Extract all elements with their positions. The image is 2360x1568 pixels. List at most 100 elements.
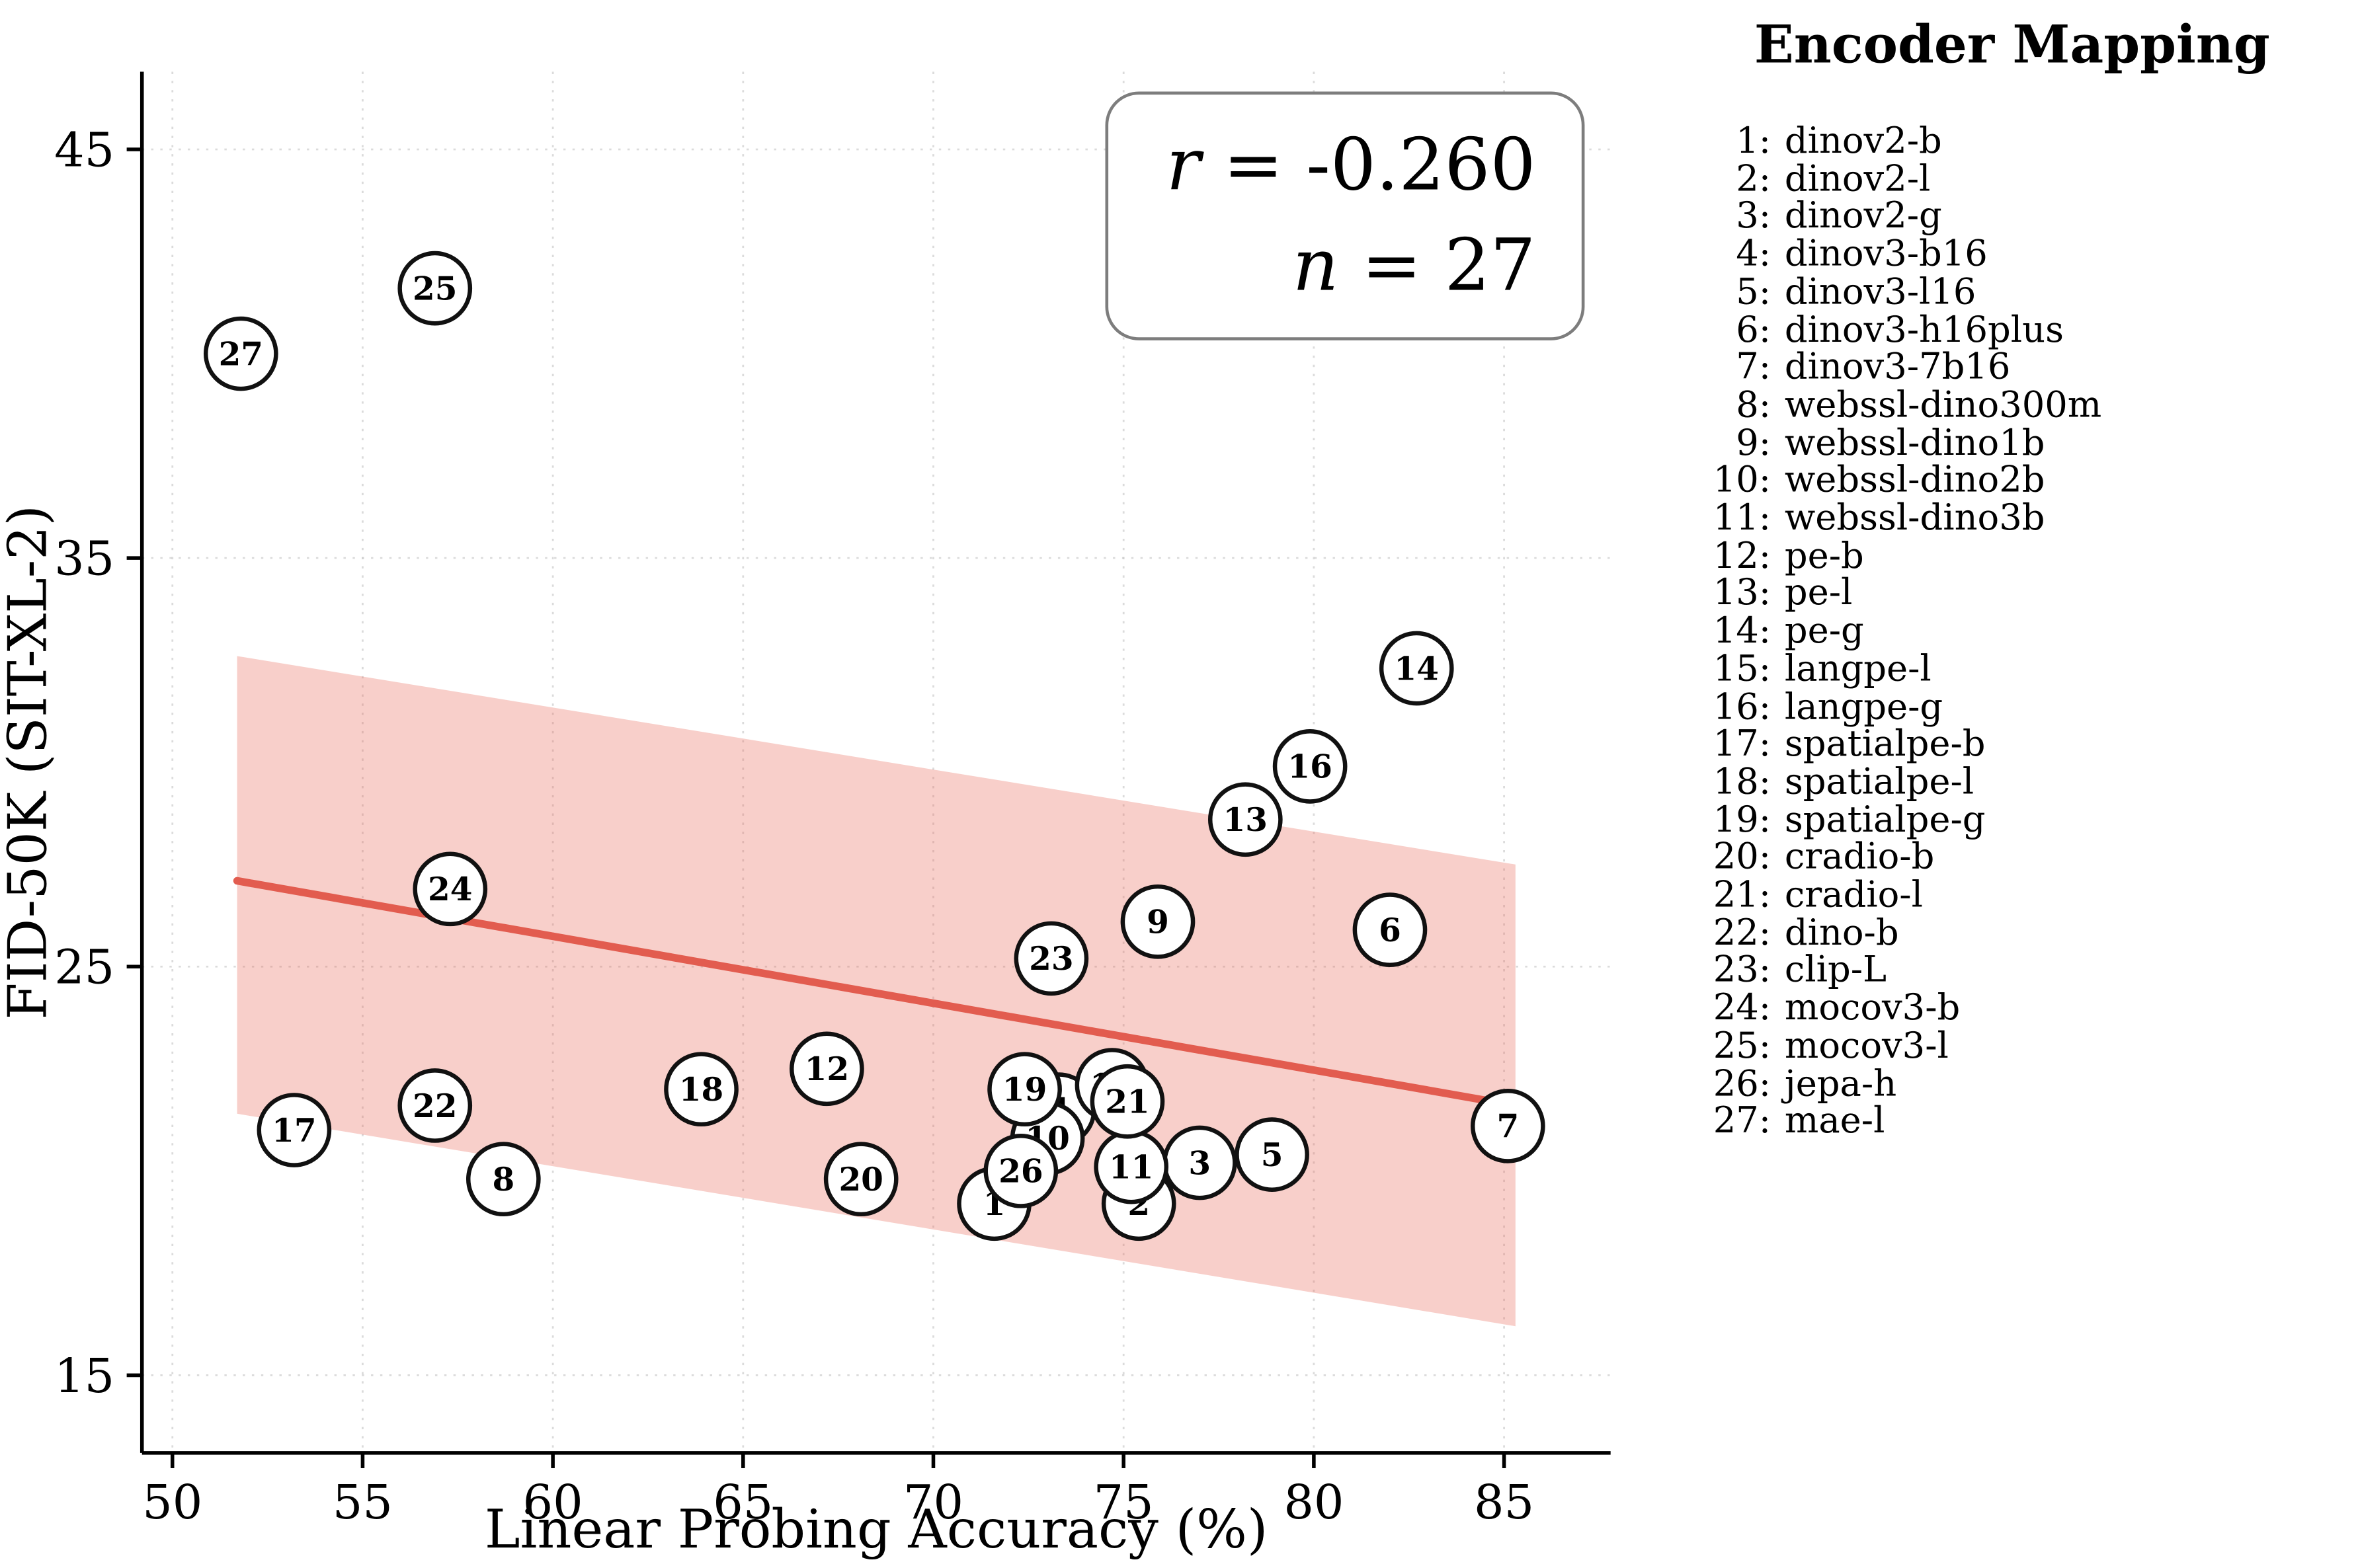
point-marker — [1014, 921, 1089, 996]
x-axis-label: Linear Probing Accuracy (%) — [485, 1499, 1268, 1561]
legend-entry: 13: pe-l — [1710, 574, 2360, 612]
point-number: 25 — [413, 270, 457, 307]
legend-entry-number: 22: — [1713, 910, 1771, 954]
legend-entry-name: mae-l — [1784, 1099, 1885, 1142]
legend-entry: 27: mae-l — [1710, 1099, 2360, 1142]
legend-entry: 6: dinov3-h16plus — [1710, 307, 2360, 350]
point-number: 7 — [1496, 1108, 1519, 1146]
legend-entry-name: mocov3-l — [1784, 1023, 1949, 1067]
legend-entry-name: spatialpe-l — [1784, 760, 1974, 803]
encoder-legend: Encoder Mapping 1: dinov2-b 2: dinov2-l 3: di… — [1664, 0, 2360, 1140]
legend-entry-name: webssl-dino3b — [1784, 496, 2045, 539]
data-point-11: 11 — [1094, 1129, 1169, 1204]
data-point-9: 9 — [1120, 884, 1196, 959]
legend-entry-name: dinov2-g — [1784, 194, 1942, 237]
point-marker — [397, 251, 473, 326]
legend-entry: 1: dinov2-b — [1710, 122, 2360, 160]
legend-entry-number: 8: — [1736, 383, 1771, 426]
legend-entry: 9: webssl-dino1b — [1710, 420, 2360, 463]
legend-entry: 15: langpe-l — [1710, 650, 2360, 687]
n-value-line: n = 27 — [1108, 217, 1536, 317]
legend-entry-name: langpe-l — [1784, 647, 1932, 690]
y-tick-label: 35 — [54, 531, 114, 586]
legend-entry-number: 24: — [1713, 986, 1771, 1029]
data-point-3: 3 — [1162, 1125, 1237, 1200]
legend-entry-number: 21: — [1713, 873, 1771, 916]
legend-entry-name: pe-l — [1784, 571, 1853, 615]
point-number: 5 — [1261, 1136, 1283, 1174]
point-number: 17 — [272, 1112, 316, 1150]
legend-entry-number: 20: — [1713, 835, 1771, 879]
data-point-13: 13 — [1207, 782, 1283, 857]
legend-entry: 5: dinov3-l16 — [1710, 270, 2360, 313]
point-number: 12 — [805, 1050, 849, 1088]
legend-entries: 1: dinov2-b 2: dinov2-l 3: dinov2-g 4: dinov3-b… — [1664, 122, 2360, 1140]
point-number: 22 — [413, 1087, 457, 1125]
legend-entry-name: pe-b — [1784, 533, 1864, 577]
point-number: 26 — [998, 1153, 1043, 1191]
legend-entry-number: 14: — [1713, 609, 1771, 652]
legend-entry-number: 2: — [1736, 157, 1771, 200]
point-marker — [823, 1142, 899, 1217]
y-tick-label: 45 — [54, 122, 114, 177]
legend-entry-number: 18: — [1713, 760, 1771, 803]
legend-entry: 8: webssl-dino300m — [1710, 383, 2360, 426]
x-tick-label: 50 — [142, 1475, 202, 1530]
point-number: 11 — [1109, 1148, 1153, 1186]
legend-entry-name: jepa-h — [1784, 1061, 1897, 1105]
data-point-5: 5 — [1235, 1117, 1309, 1192]
point-marker — [1120, 884, 1196, 959]
legend-entry-name: dinov3-7b16 — [1784, 345, 2011, 388]
legend-entry: 19: spatialpe-g — [1710, 801, 2360, 838]
data-point-24: 24 — [413, 851, 488, 927]
point-number: 14 — [1395, 650, 1439, 687]
legend-entry-number: 3: — [1736, 194, 1771, 237]
legend-entry-name: webssl-dino300m — [1784, 383, 2102, 426]
legend-entry-name: pe-g — [1784, 609, 1864, 652]
data-point-17: 17 — [257, 1093, 332, 1167]
n-value: = 27 — [1338, 224, 1536, 309]
x-tick-label: 75 — [1094, 1475, 1154, 1530]
data-point-19: 19 — [987, 1052, 1062, 1127]
point-marker — [397, 1068, 473, 1143]
point-number: 6 — [1379, 912, 1401, 949]
legend-entry-number: 6: — [1736, 307, 1771, 350]
legend-entry: 3: dinov2-g — [1710, 194, 2360, 237]
legend-entry-number: 11: — [1713, 496, 1771, 539]
r-variable: r — [1166, 124, 1201, 208]
r-value: = -0.260 — [1200, 124, 1536, 208]
legend-entry: 25: mocov3-l — [1710, 1027, 2360, 1064]
data-point-22: 22 — [397, 1068, 473, 1143]
legend-entry: 4: dinov3-b16 — [1710, 235, 2360, 273]
legend-entry-number: 26: — [1713, 1061, 1771, 1105]
data-point-27: 27 — [203, 316, 278, 391]
point-number: 23 — [1029, 940, 1073, 978]
legend-entry: 20: cradio-b — [1710, 838, 2360, 876]
legend-entry: 16: langpe-g — [1710, 687, 2360, 725]
point-number: 16 — [1287, 748, 1332, 786]
legend-entry: 22: dino-b — [1710, 914, 2360, 951]
legend-entry-name: dinov2-b — [1784, 119, 1942, 162]
point-marker — [790, 1031, 864, 1107]
legend-entry-name: clip-L — [1784, 948, 1887, 992]
legend-entry: 26: jepa-h — [1710, 1064, 2360, 1102]
point-number: 18 — [679, 1071, 723, 1109]
point-marker — [1352, 892, 1428, 967]
data-point-12: 12 — [790, 1031, 864, 1107]
point-marker — [983, 1134, 1059, 1208]
point-number: 8 — [492, 1161, 514, 1198]
x-tick-label: 80 — [1283, 1475, 1344, 1530]
legend-entry: 24: mocov3-b — [1710, 989, 2360, 1027]
legend-entry-name: dinov3-h16plus — [1784, 307, 2064, 350]
legend-entry-name: cradio-b — [1784, 835, 1935, 879]
data-point-23: 23 — [1014, 921, 1089, 996]
legend-entry-number: 9: — [1736, 420, 1771, 463]
legend-entry: 17: spatialpe-b — [1710, 725, 2360, 763]
data-point-18: 18 — [664, 1052, 739, 1127]
legend-entry: 23: clip-L — [1710, 951, 2360, 989]
legend-entry-name: dinov3-l16 — [1784, 270, 1976, 313]
legend-entry-name: dino-b — [1784, 910, 1899, 954]
point-number: 19 — [1002, 1071, 1047, 1109]
legend-entry-number: 19: — [1713, 797, 1771, 841]
